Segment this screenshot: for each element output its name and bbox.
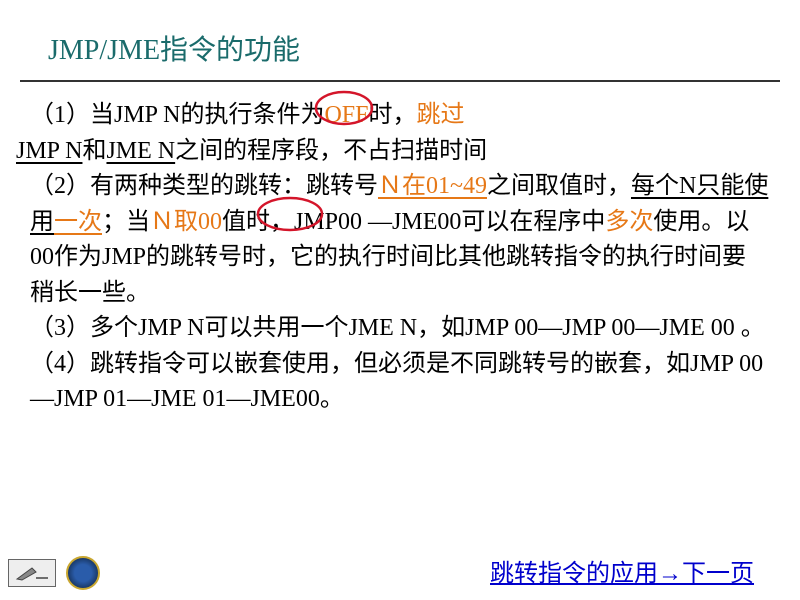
pen-icon[interactable] (8, 559, 56, 587)
paragraph-1b: JMP N和JME N之间的程序段，不占扫描时间 (16, 134, 770, 170)
p1-off: OFF (324, 102, 368, 128)
p2-multi: 多次 (605, 209, 653, 235)
paragraph-1: （1）当JMP N的执行条件为OFF时，跳过 (30, 98, 770, 134)
p1-skip: 跳过 (417, 102, 465, 128)
p1b-and: 和 (82, 138, 106, 164)
paragraph-4: （4）跳转指令可以嵌套使用，但必须是不同跳转号的嵌套，如JMP 00—JMP 0… (30, 347, 770, 418)
p1-text-1: （1）当JMP N的执行条件为 (30, 102, 324, 128)
p1b-jmpn: JMP N (16, 138, 82, 164)
content-area: （1）当JMP N的执行条件为OFF时，跳过 JMP N和JME N之间的程序段… (0, 92, 800, 418)
title-divider (20, 80, 780, 82)
paragraph-3: （3）多个JMP N可以共用一个JME N，如JMP 00—JMP 00—JME… (30, 311, 770, 347)
footer-left (8, 556, 100, 590)
next-page-link[interactable]: 跳转指令的应用→下一页 (490, 553, 754, 588)
p1b-jmen: JME N (106, 138, 175, 164)
logo-icon (66, 556, 100, 590)
p2-once: 一次 (54, 209, 102, 235)
p2-t2: 之间取值时， (487, 173, 631, 199)
p2-n00: Ｎ取00 (150, 209, 222, 235)
p1-text-2: 时， (369, 102, 417, 128)
p2-t4: 值时，JMP00 —JME00可以在程序中 (222, 209, 605, 235)
p2-range: Ｎ在01~49 (378, 173, 487, 199)
paragraph-2: （2）有两种类型的跳转：跳转号Ｎ在01~49之间取值时，每个N只能使用一次；当Ｎ… (30, 169, 770, 311)
p2-t1: （2）有两种类型的跳转：跳转号 (30, 173, 378, 199)
slide-title: JMP/JME指令的功能 (0, 0, 800, 76)
p1b-rest: 之间的程序段，不占扫描时间 (175, 138, 487, 164)
p2-t3: ；当 (102, 209, 150, 235)
footer: 跳转指令的应用→下一页 (0, 554, 800, 594)
